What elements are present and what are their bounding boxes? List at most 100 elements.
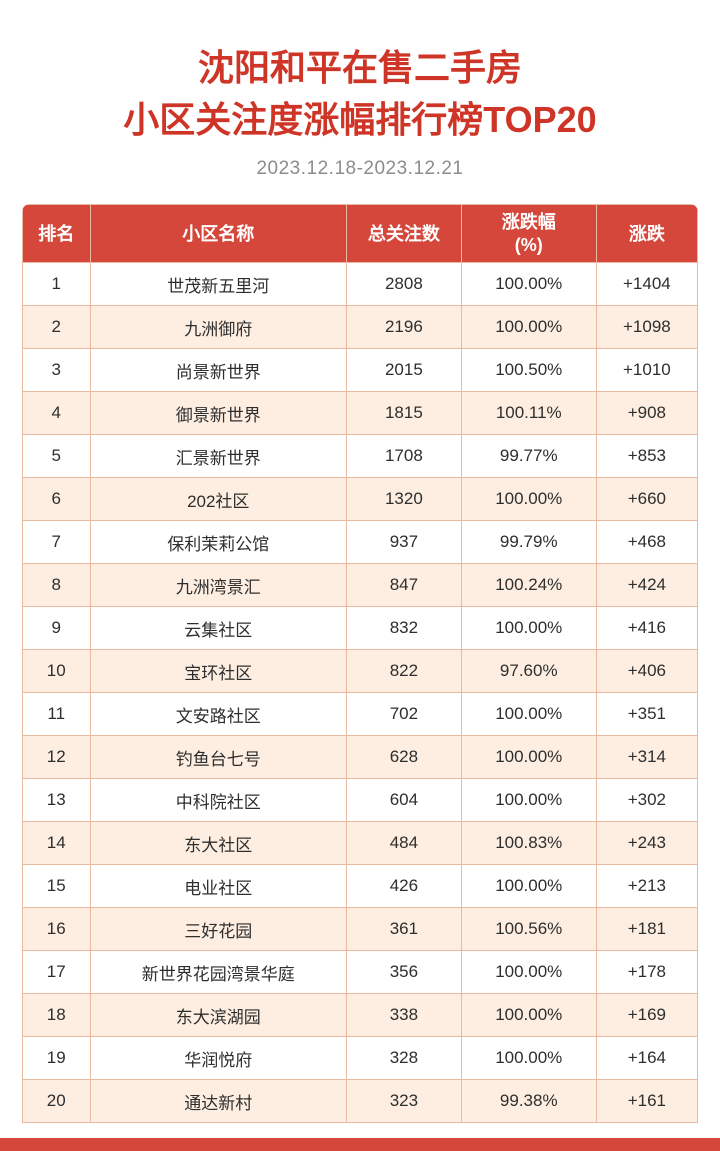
community-name-cell: 电业社区 — [89, 864, 347, 909]
change-pct-cell: 100.83% — [460, 821, 597, 866]
rank-cell: 4 — [22, 391, 91, 436]
community-name-cell: 世茂新五里河 — [89, 262, 347, 307]
change-cell: +314 — [595, 735, 698, 780]
table-row: 2 九洲御府 2196 100.00% +1098 — [22, 305, 698, 350]
rank-cell: 5 — [22, 434, 91, 479]
table-row: 4 御景新世界 1815 100.11% +908 — [22, 391, 698, 436]
community-name-cell: 钓鱼台七号 — [89, 735, 347, 780]
change-cell: +1098 — [595, 305, 698, 350]
rank-cell: 16 — [22, 907, 91, 952]
change-pct-cell: 100.00% — [460, 1036, 597, 1081]
rank-cell: 10 — [22, 649, 91, 694]
change-pct-cell: 99.38% — [460, 1079, 597, 1124]
change-pct-cell: 97.60% — [460, 649, 597, 694]
rank-cell: 2 — [22, 305, 91, 350]
change-cell: +406 — [595, 649, 698, 694]
table-row: 17 新世界花园湾景华庭 356 100.00% +178 — [22, 950, 698, 995]
table-row: 5 汇景新世界 1708 99.77% +853 — [22, 434, 698, 479]
change-pct-cell: 100.00% — [460, 606, 597, 651]
title-line-1: 沈阳和平在售二手房 — [197, 47, 522, 88]
community-name-cell: 三好花园 — [89, 907, 347, 952]
rank-cell: 18 — [22, 993, 91, 1038]
table-row: 10 宝环社区 822 97.60% +406 — [22, 649, 698, 694]
date-range: 2023.12.18-2023.12.21 — [256, 158, 464, 180]
followers-cell: 702 — [346, 692, 462, 737]
ranking-table: 排名 小区名称 总关注数 涨跌幅 (%) 涨跌 1 世茂新五里河 2808 10… — [22, 204, 698, 1124]
change-pct-cell: 100.00% — [460, 477, 597, 522]
change-pct-cell: 100.00% — [460, 778, 597, 823]
change-cell: +161 — [595, 1079, 698, 1124]
change-cell: +181 — [595, 907, 698, 952]
change-cell: +302 — [595, 778, 698, 823]
change-cell: +351 — [595, 692, 698, 737]
rank-cell: 1 — [22, 262, 91, 307]
change-cell: +416 — [595, 606, 698, 651]
table-row: 6 202社区 1320 100.00% +660 — [22, 477, 698, 522]
followers-cell: 323 — [346, 1079, 462, 1124]
table-row: 11 文安路社区 702 100.00% +351 — [22, 692, 698, 737]
change-cell: +1010 — [595, 348, 698, 393]
table-row: 9 云集社区 832 100.00% +416 — [22, 606, 698, 651]
header-name: 小区名称 — [89, 204, 347, 264]
followers-cell: 328 — [346, 1036, 462, 1081]
community-name-cell: 新世界花园湾景华庭 — [89, 950, 347, 995]
header-row: 排名 小区名称 总关注数 涨跌幅 (%) 涨跌 — [22, 204, 698, 264]
change-cell: +1404 — [595, 262, 698, 307]
change-cell: +243 — [595, 821, 698, 866]
rank-cell: 15 — [22, 864, 91, 909]
community-name-cell: 云集社区 — [89, 606, 347, 651]
table-row: 19 华润悦府 328 100.00% +164 — [22, 1036, 698, 1081]
rank-cell: 19 — [22, 1036, 91, 1081]
followers-cell: 1708 — [346, 434, 462, 479]
community-name-cell: 九洲湾景汇 — [89, 563, 347, 608]
followers-cell: 361 — [346, 907, 462, 952]
change-pct-cell: 100.00% — [460, 993, 597, 1038]
community-name-cell: 宝环社区 — [89, 649, 347, 694]
followers-cell: 1320 — [346, 477, 462, 522]
table-row: 8 九洲湾景汇 847 100.24% +424 — [22, 563, 698, 608]
table-header: 排名 小区名称 总关注数 涨跌幅 (%) 涨跌 — [22, 204, 698, 264]
change-pct-cell: 100.24% — [460, 563, 597, 608]
community-name-cell: 文安路社区 — [89, 692, 347, 737]
rank-cell: 3 — [22, 348, 91, 393]
community-name-cell: 通达新村 — [89, 1079, 347, 1124]
change-pct-cell: 100.50% — [460, 348, 597, 393]
table-row: 16 三好花园 361 100.56% +181 — [22, 907, 698, 952]
community-name-cell: 中科院社区 — [89, 778, 347, 823]
table-row: 12 钓鱼台七号 628 100.00% +314 — [22, 735, 698, 780]
followers-cell: 604 — [346, 778, 462, 823]
change-cell: +468 — [595, 520, 698, 565]
table-body: 1 世茂新五里河 2808 100.00% +1404 2 九洲御府 2196 … — [22, 262, 698, 1124]
table-row: 15 电业社区 426 100.00% +213 — [22, 864, 698, 909]
followers-cell: 937 — [346, 520, 462, 565]
followers-cell: 356 — [346, 950, 462, 995]
header-rank: 排名 — [22, 204, 91, 264]
followers-cell: 484 — [346, 821, 462, 866]
table-row: 1 世茂新五里河 2808 100.00% +1404 — [22, 262, 698, 307]
followers-cell: 822 — [346, 649, 462, 694]
change-cell: +178 — [595, 950, 698, 995]
change-cell: +424 — [595, 563, 698, 608]
change-pct-cell: 100.00% — [460, 262, 597, 307]
table-row: 14 东大社区 484 100.83% +243 — [22, 821, 698, 866]
change-pct-cell: 100.00% — [460, 692, 597, 737]
table-row: 3 尚景新世界 2015 100.50% +1010 — [22, 348, 698, 393]
change-cell: +660 — [595, 477, 698, 522]
rank-cell: 6 — [22, 477, 91, 522]
followers-cell: 2196 — [346, 305, 462, 350]
followers-cell: 832 — [346, 606, 462, 651]
followers-cell: 2015 — [346, 348, 462, 393]
community-name-cell: 汇景新世界 — [89, 434, 347, 479]
community-name-cell: 东大社区 — [89, 821, 347, 866]
table-row: 20 通达新村 323 99.38% +161 — [22, 1079, 698, 1124]
table-row: 7 保利茉莉公馆 937 99.79% +468 — [22, 520, 698, 565]
change-pct-cell: 100.00% — [460, 950, 597, 995]
rank-cell: 9 — [22, 606, 91, 651]
followers-cell: 2808 — [346, 262, 462, 307]
change-cell: +169 — [595, 993, 698, 1038]
rank-cell: 13 — [22, 778, 91, 823]
community-name-cell: 御景新世界 — [89, 391, 347, 436]
community-name-cell: 保利茉莉公馆 — [89, 520, 347, 565]
followers-cell: 847 — [346, 563, 462, 608]
